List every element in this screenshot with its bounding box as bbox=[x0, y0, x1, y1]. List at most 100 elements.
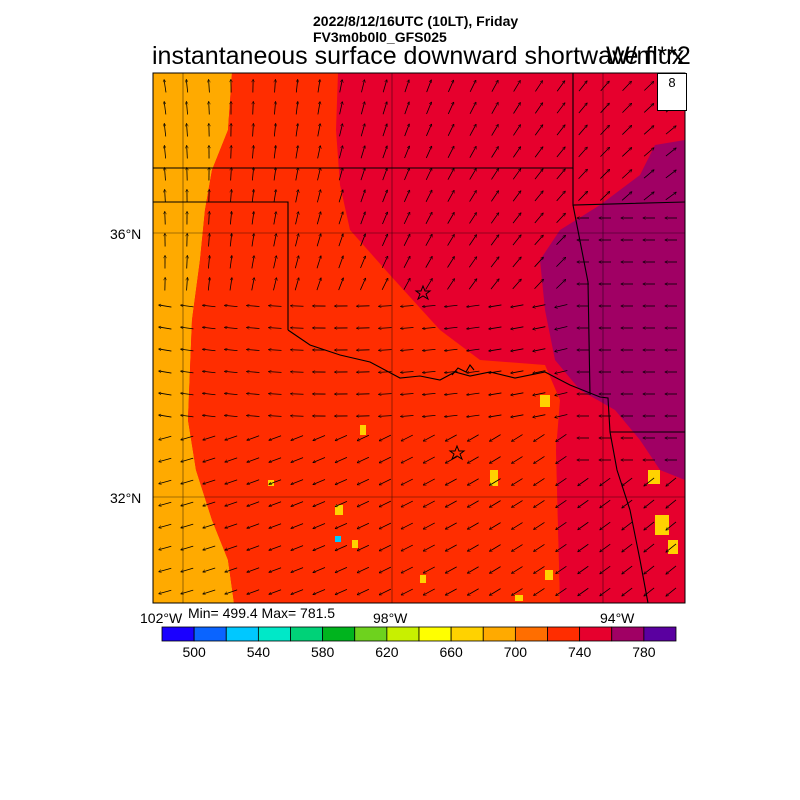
wind-vector bbox=[186, 102, 187, 115]
wind-vector bbox=[578, 565, 589, 573]
wind-vector bbox=[644, 565, 655, 574]
field-min-spot bbox=[335, 536, 341, 542]
wind-vector bbox=[401, 350, 414, 351]
wind-vector bbox=[295, 124, 298, 137]
wind-vector bbox=[379, 588, 392, 595]
wind-vector bbox=[225, 457, 238, 462]
wind-vector bbox=[401, 522, 413, 529]
wind-vector bbox=[273, 234, 277, 247]
wind-vector bbox=[335, 435, 348, 440]
wind-vector bbox=[404, 124, 410, 137]
wind-vector bbox=[511, 566, 523, 574]
wind-vector bbox=[313, 479, 326, 484]
lon-label-102w: 102°W bbox=[140, 610, 183, 626]
valid-time-header: 2022/8/12/16UTC (10LT), Friday bbox=[313, 13, 519, 29]
wind-vector bbox=[534, 478, 545, 485]
wind-vector bbox=[404, 168, 409, 181]
wind-vector bbox=[159, 589, 172, 593]
wind-vector bbox=[423, 327, 436, 328]
wind-vector bbox=[489, 456, 501, 464]
wind-vector bbox=[491, 80, 498, 92]
wind-vector bbox=[556, 125, 565, 136]
lat-label-32n: 32°N bbox=[110, 490, 142, 506]
wind-vector bbox=[203, 501, 216, 506]
wind-vector bbox=[556, 257, 565, 267]
wind-vector bbox=[423, 371, 436, 372]
wind-vector bbox=[469, 102, 476, 114]
wind-vector bbox=[208, 256, 209, 269]
wind-vector bbox=[252, 168, 253, 181]
wind-vector bbox=[533, 326, 546, 330]
wind-vector bbox=[534, 235, 544, 246]
wind-vector bbox=[426, 124, 431, 137]
wind-vector bbox=[159, 349, 172, 352]
wind-vector bbox=[379, 434, 392, 441]
wind-vector bbox=[159, 327, 172, 330]
wind-vector bbox=[534, 103, 542, 114]
wind-vector bbox=[401, 500, 413, 507]
wind-vector bbox=[469, 213, 476, 224]
wind-vector bbox=[404, 80, 409, 93]
wind-vector bbox=[165, 190, 166, 203]
wind-vector bbox=[578, 103, 587, 114]
wind-vector bbox=[489, 478, 501, 486]
wind-vector bbox=[231, 190, 232, 203]
units-label: W/m**2 bbox=[606, 42, 691, 70]
wind-vector bbox=[511, 370, 524, 373]
wind-vector bbox=[379, 372, 392, 373]
wind-vector bbox=[295, 102, 298, 115]
wind-vector bbox=[209, 234, 210, 247]
lat-label-36n: 36°N bbox=[110, 226, 142, 242]
wind-vector bbox=[534, 279, 544, 289]
wind-vector bbox=[269, 457, 282, 463]
vector-reference-box: 8 bbox=[657, 73, 687, 111]
wind-vector bbox=[511, 522, 523, 530]
wind-vector bbox=[317, 168, 321, 181]
wind-vector bbox=[666, 477, 677, 486]
wind-vector bbox=[556, 434, 567, 441]
wind-vector bbox=[165, 168, 166, 181]
wind-vector bbox=[291, 567, 304, 573]
wind-vector bbox=[490, 235, 499, 246]
wind-vector bbox=[644, 499, 655, 508]
field-east-purple bbox=[540, 140, 685, 480]
lon-label-98w: 98°W bbox=[373, 610, 408, 626]
wind-vector bbox=[534, 257, 544, 268]
wind-vector bbox=[666, 499, 677, 508]
wind-vector bbox=[665, 126, 676, 135]
colorbar-label: 700 bbox=[503, 644, 528, 660]
wind-vector bbox=[534, 500, 545, 507]
wind-vector bbox=[555, 326, 568, 330]
wind-vector bbox=[203, 479, 216, 484]
wind-vector bbox=[445, 478, 457, 485]
wind-vector bbox=[269, 567, 282, 573]
wind-vector bbox=[273, 256, 277, 269]
wind-vector bbox=[181, 501, 194, 506]
wind-vector bbox=[251, 256, 254, 269]
wind-vector bbox=[600, 565, 611, 574]
wind-vector bbox=[269, 372, 282, 373]
wind-vector bbox=[225, 327, 238, 328]
wind-vector bbox=[578, 587, 589, 595]
wind-vector bbox=[291, 479, 304, 485]
wind-vector bbox=[467, 566, 479, 574]
wind-vector bbox=[203, 415, 216, 418]
wind-vector bbox=[229, 278, 232, 291]
wind-vector bbox=[381, 256, 387, 269]
wind-vector bbox=[511, 326, 524, 329]
wind-vector bbox=[426, 80, 432, 93]
wind-vector bbox=[556, 147, 565, 158]
wind-vector bbox=[534, 213, 543, 224]
vector-reference-value: 8 bbox=[668, 75, 676, 90]
wind-vector bbox=[313, 545, 326, 550]
wind-vector bbox=[338, 190, 343, 203]
wind-vector bbox=[600, 587, 611, 596]
wind-vector bbox=[159, 415, 172, 418]
wind-vector bbox=[556, 522, 567, 529]
wind-vector bbox=[491, 146, 499, 158]
wind-vector bbox=[247, 523, 260, 528]
wind-vector bbox=[225, 589, 238, 594]
wind-vector bbox=[225, 305, 238, 306]
wind-vector bbox=[643, 170, 654, 179]
wind-vector bbox=[511, 500, 523, 508]
